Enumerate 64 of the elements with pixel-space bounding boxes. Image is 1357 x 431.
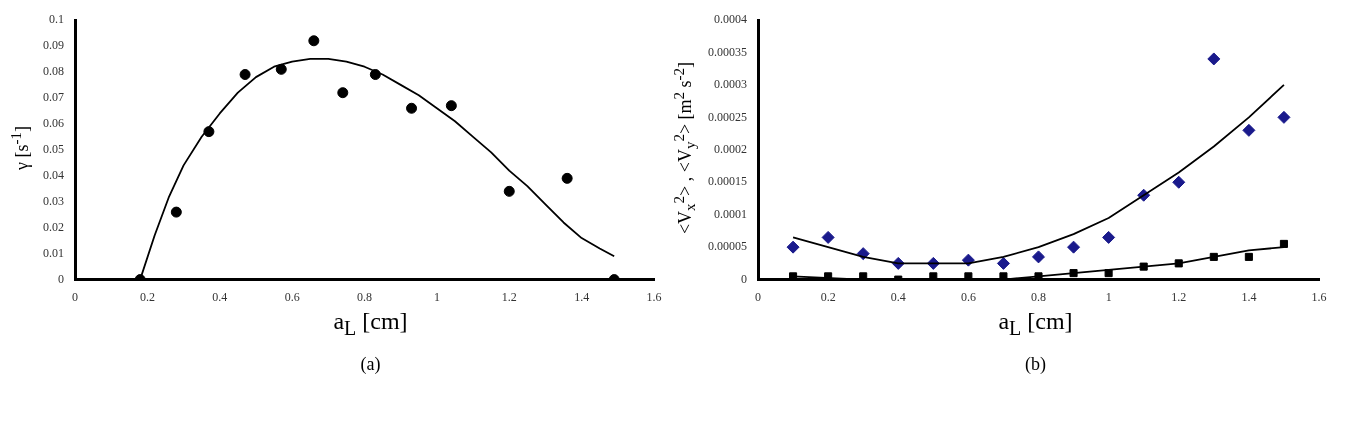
y-tick-label: 0.0002 xyxy=(714,141,747,156)
point xyxy=(1174,259,1183,268)
x-tick-label: 1.6 xyxy=(1311,289,1327,304)
x-tick-label: 0.2 xyxy=(139,289,155,304)
point xyxy=(1139,262,1148,271)
y-tick-label: 0.0004 xyxy=(714,12,747,27)
x-tick-label: 1 xyxy=(433,289,440,304)
point xyxy=(406,102,418,114)
y-tick-label: 0 xyxy=(741,271,747,286)
y-tick-label: 0.09 xyxy=(43,38,64,53)
y-tick-label: 0.02 xyxy=(43,219,64,234)
x-tick-label: 0.8 xyxy=(357,289,372,304)
text: (a) xyxy=(359,353,382,375)
point xyxy=(1277,110,1291,124)
y-tick-label: 0.0001 xyxy=(714,206,747,221)
x-tick-label: 1.2 xyxy=(1171,289,1187,304)
x-tick-label: 0 xyxy=(755,289,761,304)
x-axis-title: a$_{L}$ [cm] xyxy=(332,308,409,340)
point xyxy=(1032,250,1045,264)
point xyxy=(445,100,457,112)
point xyxy=(239,69,251,81)
y-tick-label: 0.03 xyxy=(43,193,64,208)
text: (b) xyxy=(1024,353,1047,375)
point xyxy=(275,63,287,75)
point xyxy=(1242,123,1256,137)
x-tick-label: 0 xyxy=(72,289,78,304)
y-tick-label: 0.00005 xyxy=(708,239,747,254)
x-axis-title: a$_{L}$ [cm] xyxy=(997,308,1074,340)
x-tick-label: 1.6 xyxy=(646,289,662,304)
y-tick-label: 0.00025 xyxy=(708,109,747,124)
x-tick-label: 0.6 xyxy=(960,289,976,304)
point xyxy=(786,240,800,254)
x-tick-label: 1.4 xyxy=(574,289,590,304)
point xyxy=(1067,240,1081,254)
point xyxy=(1102,230,1116,244)
y-tick-label: 0.06 xyxy=(43,116,64,130)
point xyxy=(996,256,1010,270)
y-tick-label: 0.1 xyxy=(49,12,64,27)
y-tick-label: 0.04 xyxy=(43,167,64,182)
y-tick-label: 0.05 xyxy=(43,141,64,156)
x-tick-label: 0.8 xyxy=(1031,289,1046,304)
point xyxy=(170,206,182,218)
point xyxy=(821,230,835,244)
point xyxy=(561,172,573,184)
point xyxy=(337,87,349,99)
x-tick-label: 1 xyxy=(1105,289,1112,304)
point xyxy=(308,35,320,47)
x-tick-label: 0.6 xyxy=(284,289,300,304)
y-tick-label: 0.00015 xyxy=(708,174,747,189)
x-tick-label: 1.4 xyxy=(1241,289,1257,304)
x-tick-label: 1.2 xyxy=(501,289,517,304)
y-tick-label: 0.08 xyxy=(43,64,64,79)
point xyxy=(1207,52,1221,66)
x-tick-label: 0.4 xyxy=(212,289,228,304)
x-tick-label: 0.2 xyxy=(820,289,836,304)
y-tick-label: 0 xyxy=(58,271,64,286)
point xyxy=(1244,252,1253,261)
y-tick-label: 0.07 xyxy=(43,90,64,105)
y-tick-label: 0.0003 xyxy=(714,77,747,92)
y-tick-label: 0.01 xyxy=(43,245,64,260)
point xyxy=(503,185,515,197)
point xyxy=(1172,175,1186,189)
y-tick-label: 0.00035 xyxy=(708,44,747,59)
x-tick-label: 0.4 xyxy=(890,289,906,304)
